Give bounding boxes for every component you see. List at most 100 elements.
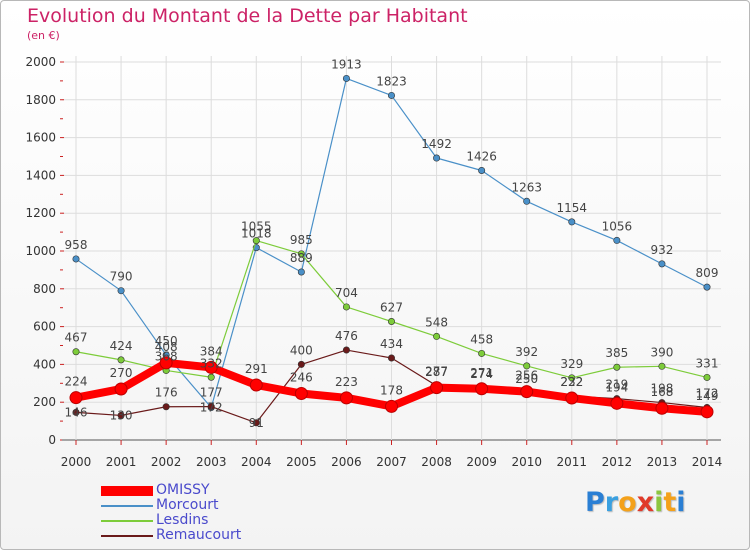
data-label-morcourt: 1823 <box>376 74 407 88</box>
data-point-omissy <box>294 387 308 401</box>
data-label-morcourt: 450 <box>155 334 178 348</box>
data-label-lesdins: 392 <box>515 345 538 359</box>
data-label-omissy: 271 <box>470 366 493 380</box>
data-point-lesdins <box>568 374 576 382</box>
y-tick-label: 1800 <box>25 93 56 107</box>
legend-swatch <box>101 505 153 507</box>
data-point-lesdins <box>433 332 441 340</box>
logo-letter: t <box>663 487 677 518</box>
legend-item-morcourt: Morcourt <box>101 497 301 514</box>
x-tick-label: 2011 <box>557 455 588 469</box>
data-label-morcourt: 1018 <box>241 227 272 241</box>
data-label-morcourt: 1426 <box>466 149 497 163</box>
legend-label: OMISSY <box>156 482 210 498</box>
legend-label: Morcourt <box>156 497 219 513</box>
data-label-lesdins: 985 <box>290 233 313 247</box>
data-label-morcourt: 932 <box>650 243 673 257</box>
data-label-omissy: 291 <box>245 362 268 376</box>
data-label-lesdins: 467 <box>65 331 88 345</box>
data-point-morcourt <box>523 197 531 205</box>
data-label-omissy: 246 <box>290 371 313 385</box>
data-label-remaucourt: 434 <box>380 337 403 351</box>
data-label-lesdins: 424 <box>110 339 133 353</box>
x-tick-label: 2014 <box>692 455 723 469</box>
data-label-lesdins: 329 <box>560 357 583 371</box>
data-point-morcourt <box>613 236 621 244</box>
data-label-remaucourt: 476 <box>335 329 358 343</box>
data-label-omissy: 168 <box>650 385 673 399</box>
legend-item-omissy: OMISSY <box>101 482 301 499</box>
data-label-morcourt: 1154 <box>557 201 588 215</box>
logo-letter: i <box>676 487 686 518</box>
x-tick-label: 2008 <box>421 455 452 469</box>
data-point-remaucourt <box>207 403 215 411</box>
logo-letter: i <box>654 487 664 518</box>
y-tick-label: 2000 <box>25 55 56 69</box>
data-point-morcourt <box>478 166 486 174</box>
data-point-omissy <box>204 360 218 374</box>
x-tick-label: 2010 <box>511 455 542 469</box>
data-label-remaucourt: 250 <box>515 372 538 386</box>
data-label-lesdins: 390 <box>650 345 673 359</box>
x-tick-label: 2004 <box>241 455 272 469</box>
data-label-lesdins: 548 <box>425 315 448 329</box>
data-point-remaucourt <box>72 408 80 416</box>
x-tick-label: 2009 <box>466 455 497 469</box>
data-point-omissy <box>69 391 83 405</box>
data-label-morcourt: 1913 <box>331 57 362 71</box>
data-label-remaucourt: 91 <box>249 416 264 430</box>
data-label-morcourt: 809 <box>696 266 719 280</box>
data-label-omissy: 194 <box>605 380 628 394</box>
data-point-remaucourt <box>162 403 170 411</box>
data-point-lesdins <box>117 356 125 364</box>
data-label-remaucourt: 287 <box>425 365 448 379</box>
x-tick-label: 2005 <box>286 455 317 469</box>
data-point-omissy <box>475 382 489 396</box>
data-label-lesdins: 627 <box>380 300 403 314</box>
data-point-lesdins <box>613 363 621 371</box>
x-tick-label: 2001 <box>106 455 137 469</box>
data-label-lesdins: 704 <box>335 286 358 300</box>
data-point-omissy <box>114 382 128 396</box>
data-label-lesdins: 331 <box>696 356 719 370</box>
data-point-morcourt <box>117 287 125 295</box>
data-point-omissy <box>565 391 579 405</box>
y-tick-label: 800 <box>33 282 56 296</box>
data-label-lesdins: 332 <box>200 356 223 370</box>
data-point-omissy <box>520 385 534 399</box>
data-point-remaucourt <box>252 419 260 427</box>
legend-label: Remaucourt <box>156 527 242 543</box>
data-point-lesdins <box>523 362 531 370</box>
data-point-omissy <box>159 356 173 370</box>
data-label-remaucourt: 177 <box>200 386 223 400</box>
data-label-morcourt: 889 <box>290 251 313 265</box>
y-tick-label: 400 <box>33 357 56 371</box>
data-point-omissy <box>385 399 398 413</box>
data-label-omissy: 384 <box>200 344 223 358</box>
y-tick-label: 1600 <box>25 131 56 145</box>
data-point-lesdins <box>342 303 350 311</box>
data-label-lesdins: 368 <box>155 349 178 363</box>
data-point-omissy <box>430 381 444 395</box>
data-label-omissy: 178 <box>380 383 403 397</box>
data-label-omissy: 408 <box>155 340 178 354</box>
data-label-remaucourt: 400 <box>290 343 313 357</box>
x-tick-label: 2012 <box>602 455 633 469</box>
legend-swatch <box>101 486 153 496</box>
data-label-omissy: 149 <box>696 389 719 403</box>
data-point-morcourt <box>387 91 395 99</box>
y-tick-label: 0 <box>48 433 56 447</box>
data-label-omissy: 277 <box>425 365 448 379</box>
data-point-morcourt <box>433 154 441 162</box>
data-point-lesdins <box>207 373 215 381</box>
x-tick-label: 2006 <box>331 455 362 469</box>
data-point-omissy <box>655 401 669 415</box>
data-label-omissy: 223 <box>335 375 358 389</box>
data-point-remaucourt <box>342 346 350 354</box>
x-tick-label: 2007 <box>376 455 407 469</box>
data-label-lesdins: 458 <box>470 332 493 346</box>
data-point-morcourt <box>568 218 576 226</box>
data-label-morcourt: 1056 <box>602 219 633 233</box>
data-label-morcourt: 1263 <box>511 180 542 194</box>
